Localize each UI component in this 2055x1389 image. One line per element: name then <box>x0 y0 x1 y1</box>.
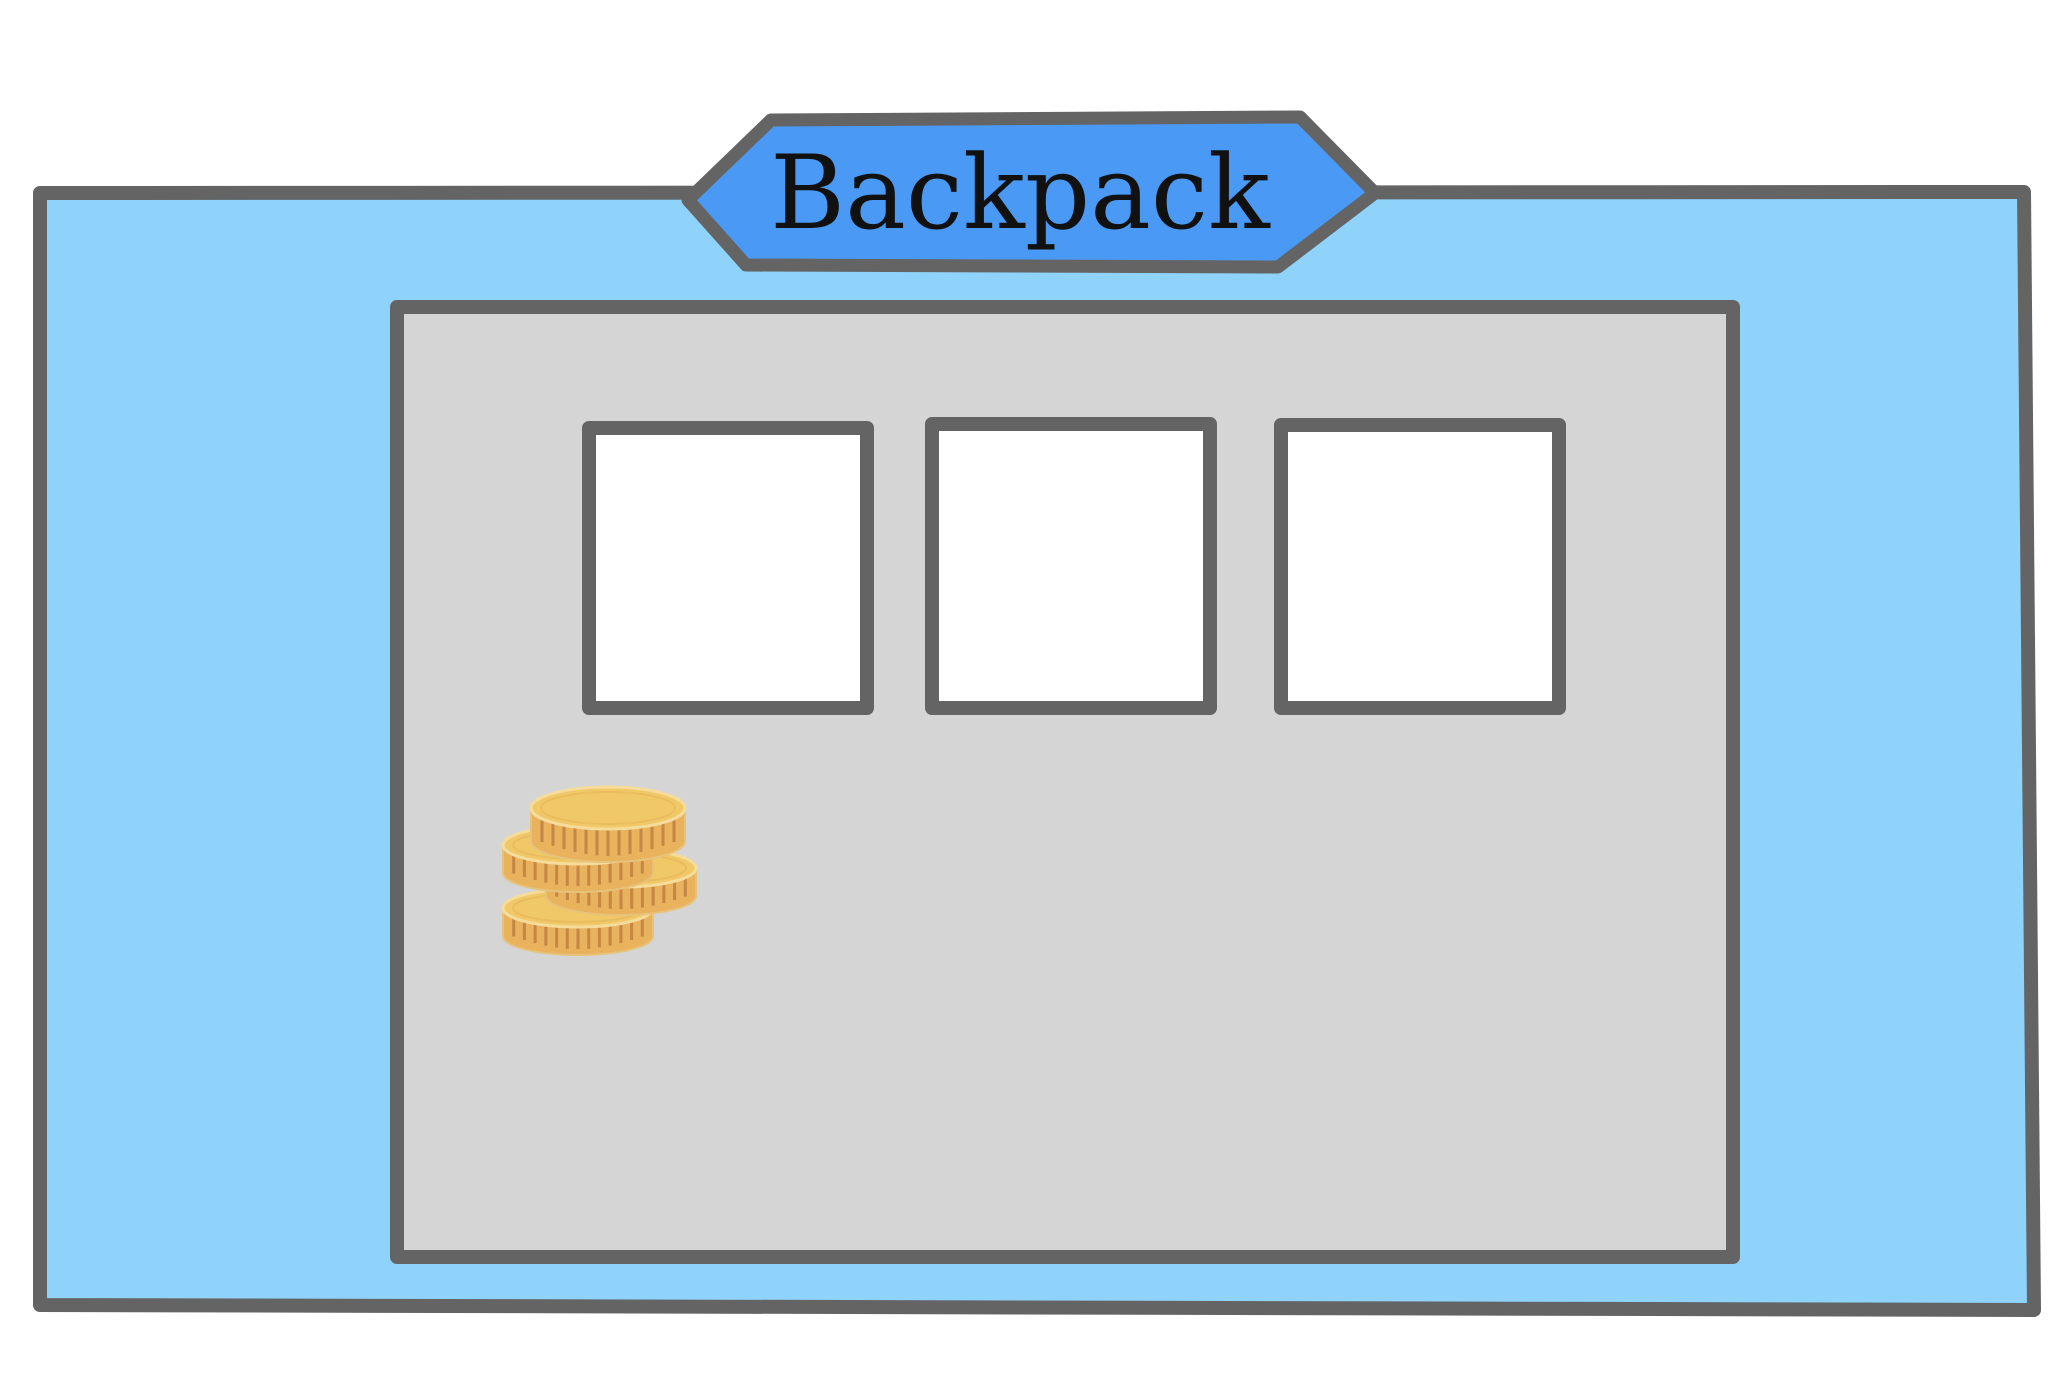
coin <box>529 785 687 863</box>
coin-face <box>529 785 687 831</box>
title-banner: Backpack <box>681 110 1382 274</box>
inventory-slot-1[interactable] <box>582 421 874 715</box>
coin-rim <box>540 791 676 825</box>
inventory-slot-3[interactable] <box>1274 418 1566 715</box>
coin-stack-icon[interactable] <box>501 785 698 956</box>
inventory-slot-2[interactable] <box>925 417 1217 715</box>
title-banner-shape <box>681 110 1382 274</box>
window-title: Backpack <box>770 134 1271 253</box>
